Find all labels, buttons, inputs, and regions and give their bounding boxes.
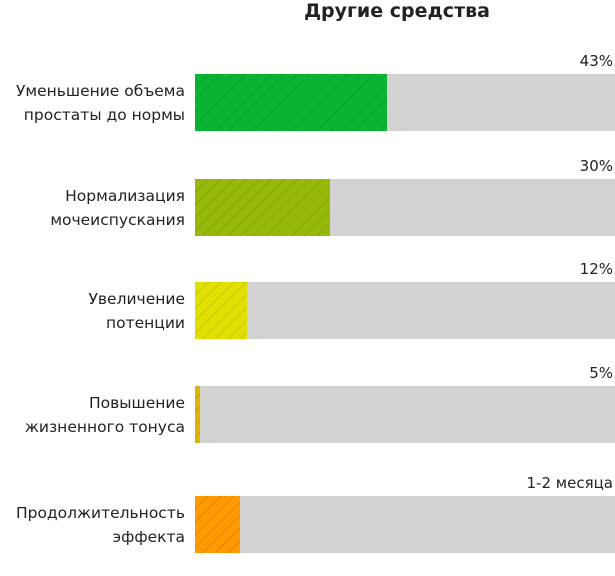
value-label: 5%	[589, 364, 613, 382]
category-label-line: потенции	[105, 313, 185, 332]
bar-row: Уменьшение объема простаты до нормы 43%	[0, 52, 615, 154]
value-label: 30%	[579, 157, 613, 175]
category-label: Продолжительность эффекта	[0, 501, 185, 549]
bar-track	[195, 386, 615, 443]
value-label: 1-2 месяца	[526, 474, 613, 492]
value-label: 43%	[579, 52, 613, 70]
bar	[195, 282, 248, 339]
bar	[195, 386, 201, 443]
value-label: 12%	[579, 260, 613, 278]
bar	[195, 74, 387, 131]
chart-title: Другие средства	[304, 0, 490, 22]
category-label-line: мочеиспускания	[50, 210, 185, 229]
bar	[195, 179, 330, 236]
bar	[195, 496, 240, 553]
category-label-line: Увеличение	[88, 289, 185, 308]
category-label-line: Нормализация	[65, 186, 185, 205]
bar-row: Повышение жизненного тонуса 5%	[0, 364, 615, 466]
bar-row: Увеличение потенции 12%	[0, 260, 615, 362]
bar-row: Нормализация мочеиспускания 30%	[0, 157, 615, 259]
bar-track	[195, 74, 615, 131]
category-label-line: жизненного тонуса	[24, 417, 185, 436]
category-label: Увеличение потенции	[0, 287, 185, 335]
category-label: Нормализация мочеиспускания	[0, 184, 185, 232]
bar-track	[195, 179, 615, 236]
category-label: Повышение жизненного тонуса	[0, 391, 185, 439]
category-label-line: простаты до нормы	[23, 105, 185, 124]
bar-row: Продолжительность эффекта 1-2 месяца	[0, 474, 615, 576]
bar-track	[195, 496, 615, 553]
bar-track	[195, 282, 615, 339]
category-label-line: Уменьшение объема	[15, 81, 185, 100]
category-label-line: Продолжительность	[15, 503, 185, 522]
category-label: Уменьшение объема простаты до нормы	[0, 79, 185, 127]
category-label-line: эффекта	[112, 527, 185, 546]
category-label-line: Повышение	[89, 393, 185, 412]
